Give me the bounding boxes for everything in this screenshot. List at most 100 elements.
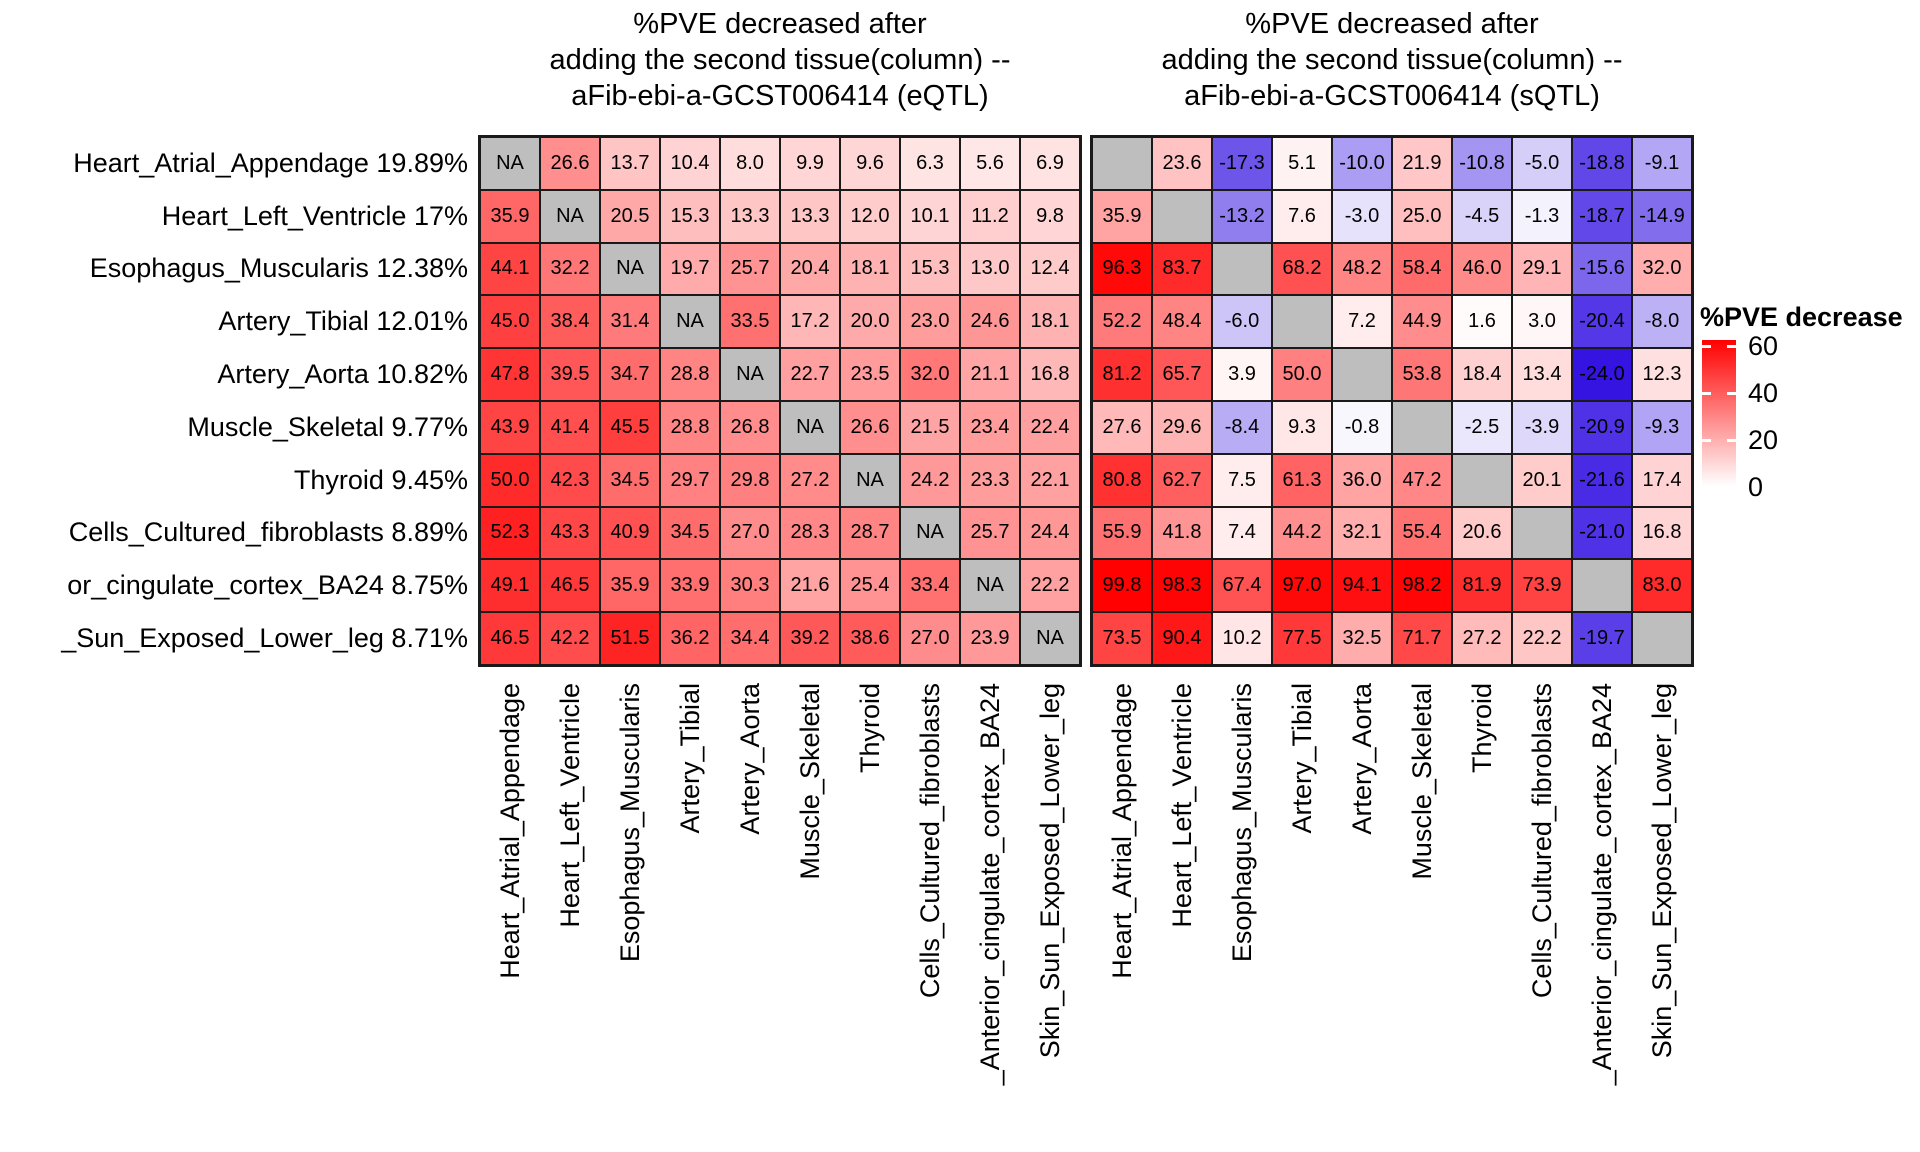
heatmap-cell-sQTL-r6-c9: 17.4 [1632, 453, 1692, 507]
heatmap-cell-sQTL-r3-c5: 44.9 [1392, 295, 1452, 349]
heatmap-cell-eQTL-r3-c2: 31.4 [600, 295, 660, 349]
heatmap-cell-sQTL-r5-c0: 27.6 [1092, 400, 1152, 454]
heatmap-cell-eQTL-r5-c7: 21.5 [900, 400, 960, 454]
heatmap-cell-eQTL-r0-c8: 5.6 [960, 137, 1020, 190]
heatmap-cell-eQTL-r8-c3: 33.9 [660, 559, 720, 613]
heatmap-cell-eQTL-r7-c7: NA [900, 506, 960, 560]
heatmap-cell-sQTL-r9-c4: 32.5 [1332, 612, 1392, 665]
heatmap-cell-eQTL-r7-c4: 27.0 [720, 506, 780, 560]
heatmap-cell-eQTL-r1-c8: 11.2 [960, 189, 1020, 243]
heatmap-cell-sQTL-r3-c8: -20.4 [1572, 295, 1632, 349]
heatmap-cell-eQTL-r6-c6: NA [840, 453, 900, 507]
heatmap-cell-sQTL-r8-c2: 67.4 [1212, 559, 1272, 613]
heatmap-cell-eQTL-r1-c4: 13.3 [720, 189, 780, 243]
heatmap-cell-eQTL-r2-c7: 15.3 [900, 242, 960, 296]
col-label-sQTL-2: Esophagus_Muscularis [1227, 683, 1257, 963]
heatmap-cell-eQTL-r9-c9: NA [1020, 612, 1080, 665]
heatmap-cell-eQTL-r5-c5: NA [780, 400, 840, 454]
heatmap-cell-eQTL-r1-c0: 35.9 [480, 189, 540, 243]
heatmap-cell-sQTL-r9-c9 [1632, 612, 1692, 665]
legend-colorbar [1702, 340, 1736, 486]
heatmap-cell-sQTL-r7-c9: 16.8 [1632, 506, 1692, 560]
heatmap-cell-eQTL-r9-c0: 46.5 [480, 612, 540, 665]
heatmap-cell-eQTL-r0-c7: 6.3 [900, 137, 960, 190]
col-label-sQTL-3: Artery_Tibial [1287, 683, 1317, 834]
heatmap-cell-sQTL-r8-c9: 83.0 [1632, 559, 1692, 613]
heatmap-cell-eQTL-r2-c5: 20.4 [780, 242, 840, 296]
heatmap-cell-sQTL-r6-c1: 62.7 [1152, 453, 1212, 507]
col-label-eQTL-5: Muscle_Skeletal [795, 683, 825, 880]
heatmap-cell-sQTL-r8-c0: 99.8 [1092, 559, 1152, 613]
heatmap-cell-sQTL-r9-c5: 71.7 [1392, 612, 1452, 665]
heatmap-cell-sQTL-r5-c3: 9.3 [1272, 400, 1332, 454]
heatmap-cell-sQTL-r6-c7: 20.1 [1512, 453, 1572, 507]
col-label-sQTL-1: Heart_Left_Ventricle [1167, 683, 1197, 928]
heatmap-cell-eQTL-r1-c3: 15.3 [660, 189, 720, 243]
heatmap-cell-eQTL-r0-c5: 9.9 [780, 137, 840, 190]
heatmap-cell-sQTL-r1-c7: -1.3 [1512, 189, 1572, 243]
heatmap-cell-eQTL-r4-c9: 16.8 [1020, 348, 1080, 401]
heatmap-cell-sQTL-r9-c3: 77.5 [1272, 612, 1332, 665]
heatmap-cell-sQTL-r0-c8: -18.8 [1572, 137, 1632, 190]
heatmap-cell-sQTL-r1-c5: 25.0 [1392, 189, 1452, 243]
heatmap-cell-sQTL-r6-c6 [1452, 453, 1512, 507]
heatmap-cell-eQTL-r3-c9: 18.1 [1020, 295, 1080, 349]
heatmap-cell-eQTL-r3-c0: 45.0 [480, 295, 540, 349]
heatmap-cell-eQTL-r3-c4: 33.5 [720, 295, 780, 349]
heatmap-cell-sQTL-r8-c7: 73.9 [1512, 559, 1572, 613]
heatmap-cell-eQTL-r1-c1: NA [540, 189, 600, 243]
heatmap-cell-sQTL-r3-c4: 7.2 [1332, 295, 1392, 349]
col-label-eQTL-2: Esophagus_Muscularis [615, 683, 645, 963]
heatmap-cell-sQTL-r4-c5: 53.8 [1392, 348, 1452, 401]
heatmap-cell-eQTL-r1-c5: 13.3 [780, 189, 840, 243]
heatmap-cell-eQTL-r6-c2: 34.5 [600, 453, 660, 507]
heatmap-cell-sQTL-r9-c6: 27.2 [1452, 612, 1512, 665]
heatmap-cell-sQTL-r3-c7: 3.0 [1512, 295, 1572, 349]
heatmap-cell-sQTL-r2-c1: 83.7 [1152, 242, 1212, 296]
heatmap-cell-eQTL-r6-c4: 29.8 [720, 453, 780, 507]
heatmap-cell-eQTL-r7-c9: 24.4 [1020, 506, 1080, 560]
heatmap-cell-eQTL-r2-c6: 18.1 [840, 242, 900, 296]
heatmap-cell-sQTL-r2-c2 [1212, 242, 1272, 296]
legend-tick-20: 20 [1748, 425, 1779, 455]
col-label-eQTL-0: Heart_Atrial_Appendage [495, 683, 525, 979]
heatmap-cell-eQTL-r9-c8: 23.9 [960, 612, 1020, 665]
heatmap-cell-eQTL-r4-c1: 39.5 [540, 348, 600, 401]
heatmap-cell-sQTL-r3-c6: 1.6 [1452, 295, 1512, 349]
heatmap-cell-sQTL-r4-c1: 65.7 [1152, 348, 1212, 401]
heatmap-cell-sQTL-r2-c6: 46.0 [1452, 242, 1512, 296]
heatmap-cell-eQTL-r7-c6: 28.7 [840, 506, 900, 560]
heatmap-cell-sQTL-r7-c4: 32.1 [1332, 506, 1392, 560]
heatmap-cell-eQTL-r1-c2: 20.5 [600, 189, 660, 243]
heatmap-cell-sQTL-r7-c1: 41.8 [1152, 506, 1212, 560]
legend-tick-60: 60 [1748, 331, 1779, 361]
heatmap-cell-sQTL-r6-c2: 7.5 [1212, 453, 1272, 507]
heatmap-cell-eQTL-r5-c3: 28.8 [660, 400, 720, 454]
heatmap-cell-eQTL-r3-c3: NA [660, 295, 720, 349]
heatmap-cell-sQTL-r8-c6: 81.9 [1452, 559, 1512, 613]
heatmap-cell-eQTL-r5-c6: 26.6 [840, 400, 900, 454]
heatmap-cell-sQTL-r5-c5 [1392, 400, 1452, 454]
col-label-sQTL-5: Muscle_Skeletal [1407, 683, 1437, 880]
heatmap-title-sqtl: %PVE decreased after adding the second t… [1161, 8, 1623, 112]
heatmap-cell-eQTL-r5-c0: 43.9 [480, 400, 540, 454]
heatmap-cell-eQTL-r6-c9: 22.1 [1020, 453, 1080, 507]
legend-title: %PVE decrease [1700, 302, 1903, 332]
heatmap-cell-sQTL-r0-c1: 23.6 [1152, 137, 1212, 190]
heatmap-cell-eQTL-r0-c0: NA [480, 137, 540, 190]
heatmap-cell-eQTL-r8-c1: 46.5 [540, 559, 600, 613]
heatmap-cell-sQTL-r5-c7: -3.9 [1512, 400, 1572, 454]
heatmap-cell-eQTL-r8-c9: 22.2 [1020, 559, 1080, 613]
heatmap-cell-sQTL-r1-c6: -4.5 [1452, 189, 1512, 243]
heatmap-cell-eQTL-r2-c1: 32.2 [540, 242, 600, 296]
heatmap-cell-eQTL-r6-c3: 29.7 [660, 453, 720, 507]
col-label-sQTL-7: Cells_Cultured_fibroblasts [1527, 683, 1557, 999]
col-label-sQTL-8: _Anterior_cingulate_cortex_BA24 [1587, 683, 1617, 1086]
row-label-4: Artery_Aorta 10.82% [217, 359, 468, 390]
heatmap-cell-eQTL-r2-c4: 25.7 [720, 242, 780, 296]
heatmap-cell-eQTL-r3-c5: 17.2 [780, 295, 840, 349]
heatmap-cell-sQTL-r3-c1: 48.4 [1152, 295, 1212, 349]
heatmap-cell-eQTL-r7-c5: 28.3 [780, 506, 840, 560]
heatmap-cell-sQTL-r4-c0: 81.2 [1092, 348, 1152, 401]
heatmap-cell-eQTL-r8-c2: 35.9 [600, 559, 660, 613]
